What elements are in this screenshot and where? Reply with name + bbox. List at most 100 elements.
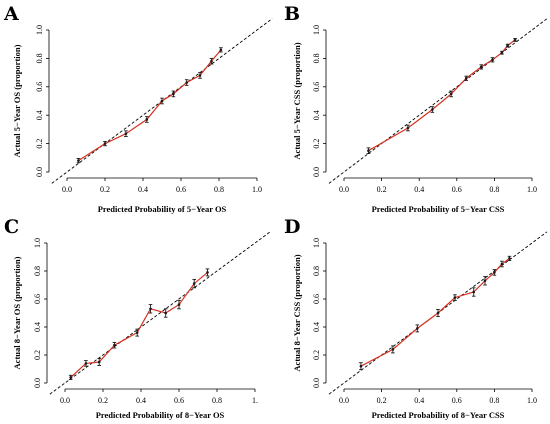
calibration-line [70, 271, 208, 378]
data-point [172, 92, 175, 96]
data-point [97, 360, 101, 364]
x-tick-label: 0.8 [489, 185, 499, 194]
data-point [506, 44, 509, 47]
y-tick-label: 0.8 [33, 266, 42, 276]
data-point [500, 262, 504, 266]
x-tick-label: 0.4 [138, 185, 148, 194]
data-point [359, 364, 363, 368]
data-point [185, 81, 188, 84]
x-tick-label: 1.0 [252, 185, 262, 194]
panel-letter: B [284, 3, 300, 25]
x-tick-label: 0.0 [339, 185, 349, 194]
data-point [508, 257, 511, 260]
data-point [69, 376, 72, 379]
data-point [493, 271, 496, 274]
data-point [145, 118, 149, 121]
x-tick-label: 0.8 [212, 396, 222, 405]
data-point [367, 149, 370, 152]
data-point [103, 142, 107, 145]
x-axis-title: Predicted Probability of 5−Year CSS [372, 204, 505, 214]
y-tick-label: 0.2 [35, 139, 44, 149]
y-tick-label: 0.2 [33, 350, 42, 360]
y-tick-label: 0.0 [312, 167, 321, 177]
x-tick-label: 0.0 [339, 396, 349, 405]
data-point [164, 311, 167, 315]
data-point [192, 282, 196, 285]
data-point [84, 362, 88, 365]
panel-a: A 0.0 0.2 0.4 0.6 0.8 1.0 0.0 0.2 0.4 0.6 0.8 1.0 Pre… [3, 3, 273, 214]
data-point [431, 108, 434, 111]
y-tick-label: 0.6 [35, 82, 44, 92]
data-point [464, 76, 468, 80]
panel-d: D 0.0 0.2 0.4 0.6 0.8 1.0 0.0 0.2 0.4 0.6 0.8 1.0 Pre… [284, 216, 548, 420]
x-axis-title: Predicted Probability of 8−Year CSS [372, 410, 505, 420]
data-point [198, 74, 202, 77]
y-tick-label: 0.4 [312, 322, 321, 332]
x-tick-label: 0.8 [214, 185, 224, 194]
data-point [491, 58, 494, 62]
data-point [453, 296, 457, 299]
x-tick-label: 0.4 [414, 185, 424, 194]
y-axis-title: Actual 8−Year CSS (proportion) [292, 254, 302, 371]
calibration-line [78, 49, 222, 162]
data-point [177, 303, 181, 306]
y-tick-label: 1.0 [312, 238, 321, 248]
calibration-line [360, 257, 510, 367]
y-tick-label: 0.4 [312, 110, 321, 120]
y-tick-label: 1.0 [35, 25, 44, 35]
data-point [483, 279, 487, 283]
x-tick-label: 0.0 [60, 396, 70, 405]
data-point [406, 126, 410, 130]
panel-letter: D [284, 216, 300, 238]
x-axis-title: Predicted Probability of 8−Year OS [96, 410, 225, 420]
y-tick-label: 1.0 [33, 238, 42, 248]
x-tick-label: 0.0 [62, 185, 72, 194]
y-tick-label: 0.8 [35, 53, 44, 63]
x-tick-label: 0.2 [377, 185, 387, 194]
data-point [210, 59, 213, 63]
data-point [416, 327, 419, 330]
x-tick-label: 0.2 [100, 185, 110, 194]
data-point [472, 290, 476, 294]
panel-letter: A [3, 3, 19, 25]
x-tick-label: 1.0 [527, 185, 537, 194]
x-tick-label: 0.2 [377, 396, 387, 405]
data-point [479, 65, 483, 69]
y-tick-label: 1.0 [312, 25, 321, 35]
data-point [449, 92, 453, 96]
y-axis-title: Actual 5−Year OS (proportion) [12, 44, 22, 157]
y-tick-label: 0.8 [312, 266, 321, 276]
y-tick-label: 0.6 [312, 294, 321, 304]
panel-letter: C [4, 216, 19, 238]
x-tick-label: 0.2 [98, 396, 108, 405]
data-point [160, 99, 164, 103]
y-axis-title: Actual 5−Year CSS (proportion) [292, 42, 302, 159]
data-point [513, 38, 517, 42]
y-tick-label: 0.4 [33, 322, 42, 332]
data-point [77, 159, 80, 162]
data-point [149, 307, 152, 311]
y-tick-label: 0.8 [312, 53, 321, 63]
x-tick-label: 0.6 [452, 396, 462, 405]
panel-c: C 0.0 0.2 0.4 0.6 0.8 1. 0.0 0.2 0.4 0.6 0.8 1.0 Pred… [4, 216, 271, 420]
data-point [219, 48, 223, 52]
x-tick-label: 0.4 [136, 396, 146, 405]
data-point [135, 331, 139, 334]
x-tick-label: 0.4 [414, 396, 424, 405]
y-tick-label: 0.2 [312, 350, 321, 360]
data-point [113, 343, 116, 347]
x-tick-label: 0.6 [174, 396, 184, 405]
reference-line [328, 18, 548, 184]
y-tick-label: 0.6 [312, 82, 321, 92]
y-tick-label: 0.2 [312, 139, 321, 149]
y-tick-label: 0.0 [312, 378, 321, 388]
x-tick-label: 1.0 [527, 396, 537, 405]
x-axis-title: Predicted Probability of 5−Year OS [98, 204, 227, 214]
data-point [124, 132, 128, 135]
x-tick-label: 1. [252, 396, 258, 405]
x-tick-label: 0.6 [452, 185, 462, 194]
y-axis-title: Actual 8−Year OS (proportion) [12, 256, 22, 369]
x-tick-label: 0.8 [489, 396, 499, 405]
panel-b: B 0.0 0.2 0.4 0.6 0.8 1.0 0.0 0.2 0.4 0.6 0.8 1.0 Pre… [284, 3, 548, 214]
